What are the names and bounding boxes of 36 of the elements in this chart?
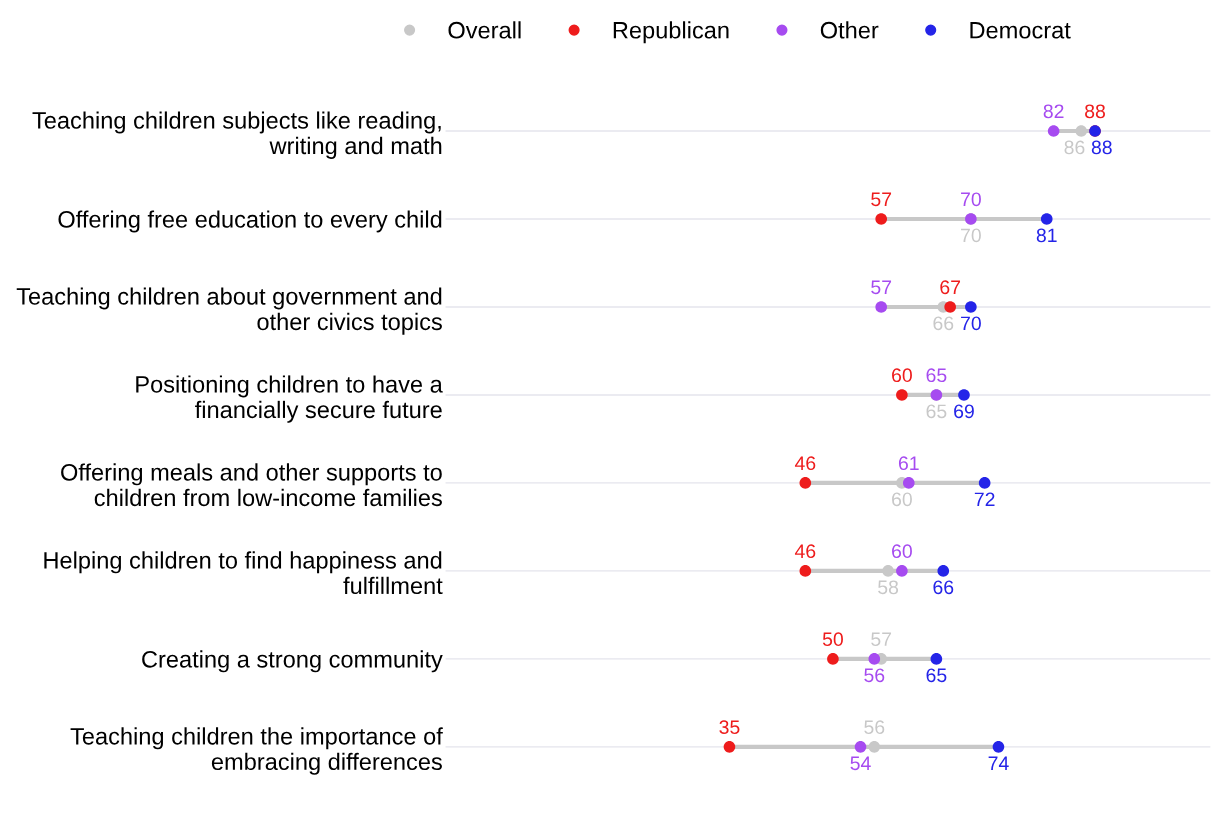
data-label: 46 bbox=[794, 456, 816, 471]
data-label: 70 bbox=[961, 316, 981, 331]
legend-label: Overall bbox=[448, 21, 521, 39]
data-label: 57 bbox=[871, 192, 892, 207]
y-tick-label: Positioning children to have a financially secure future bbox=[136, 375, 443, 423]
data-label: 65 bbox=[926, 668, 947, 683]
legend-label: Other bbox=[820, 21, 879, 39]
y-tick-label: Teaching children about government and other civics topics bbox=[16, 287, 442, 335]
data-label: 57 bbox=[871, 280, 892, 295]
data-label: 54 bbox=[850, 756, 871, 771]
data-label: 81 bbox=[1036, 228, 1057, 243]
y-tick-label: Offering meals and other supports to children from low-income families bbox=[61, 463, 442, 507]
y-tick-label: Helping children to find happiness and fulfillment bbox=[44, 551, 443, 595]
data-label: 66 bbox=[933, 580, 954, 595]
y-tick-label: Creating a strong community bbox=[142, 650, 443, 673]
data-label: 69 bbox=[954, 404, 974, 419]
y-tick-label: Offering free education to every child bbox=[58, 210, 442, 233]
data-label: 60 bbox=[892, 544, 912, 559]
data-label: 50 bbox=[822, 632, 843, 647]
data-label: 82 bbox=[1043, 104, 1064, 119]
data-label: 74 bbox=[988, 756, 1009, 770]
data-label: 56 bbox=[864, 668, 885, 683]
data-label: 61 bbox=[898, 456, 919, 471]
data-label: 70 bbox=[961, 192, 981, 207]
y-tick-label: Teaching children the importance of embracing differences bbox=[70, 727, 443, 775]
data-label: 60 bbox=[892, 368, 912, 383]
data-label: 88 bbox=[1085, 104, 1105, 119]
data-label: 88 bbox=[1091, 140, 1112, 155]
data-label: 46 bbox=[794, 544, 816, 559]
data-label: 72 bbox=[974, 492, 995, 507]
data-label: 65 bbox=[926, 368, 947, 383]
data-label: 35 bbox=[719, 720, 740, 735]
legend-label: Republican bbox=[613, 21, 729, 44]
y-tick-label: Teaching children subjects like reading, writing and math bbox=[32, 111, 442, 159]
data-label: 67 bbox=[940, 280, 961, 295]
legend-label: Democrat bbox=[970, 22, 1071, 39]
